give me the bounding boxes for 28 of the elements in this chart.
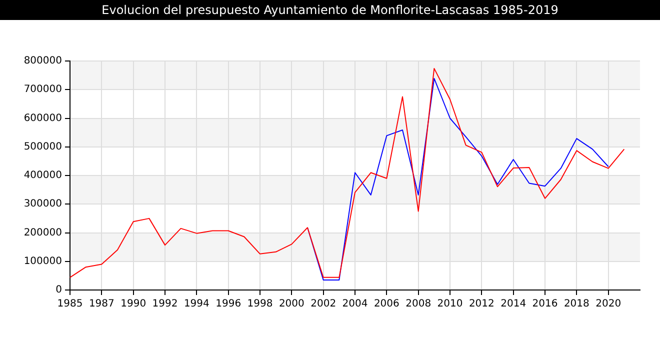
chart-title: Evolucion del presupuesto Ayuntamiento de Monflorite-Lascasas 1985-2019 xyxy=(0,0,660,20)
x-tick-label: 1998 xyxy=(247,298,273,310)
y-tick-label: 300000 xyxy=(24,198,62,210)
x-tick-label: 2012 xyxy=(468,298,494,310)
x-tick-label: 1996 xyxy=(216,298,242,310)
x-tick-label: 2000 xyxy=(278,298,304,310)
x-tick-label: 1987 xyxy=(88,298,114,310)
x-tick-label: 1994 xyxy=(184,298,210,310)
x-tick-label: 1990 xyxy=(120,298,146,310)
y-tick-label: 600000 xyxy=(24,112,62,124)
y-tick-label: 100000 xyxy=(24,256,62,267)
y-tick-label: 700000 xyxy=(24,84,62,96)
x-tick-label: 1985 xyxy=(57,298,83,310)
x-tick-label: 2014 xyxy=(500,298,526,310)
x-tick-label: 2020 xyxy=(596,298,622,310)
x-tick-label: 1992 xyxy=(152,298,178,310)
x-tick-label: 2004 xyxy=(342,298,368,310)
y-tick-label: 400000 xyxy=(24,170,62,182)
x-tick-label: 2008 xyxy=(406,298,432,310)
x-tick-label: 2010 xyxy=(437,298,463,310)
y-tick-label: 0 xyxy=(56,284,62,296)
x-tick-label: 2002 xyxy=(310,298,336,310)
y-tick-label: 800000 xyxy=(24,56,62,67)
y-tick-label: 200000 xyxy=(24,227,62,238)
x-tick-label: 2018 xyxy=(564,298,590,310)
x-tick-label: 2006 xyxy=(374,298,400,310)
y-tick-label: 500000 xyxy=(24,141,62,152)
x-tick-label: 2016 xyxy=(532,298,558,310)
